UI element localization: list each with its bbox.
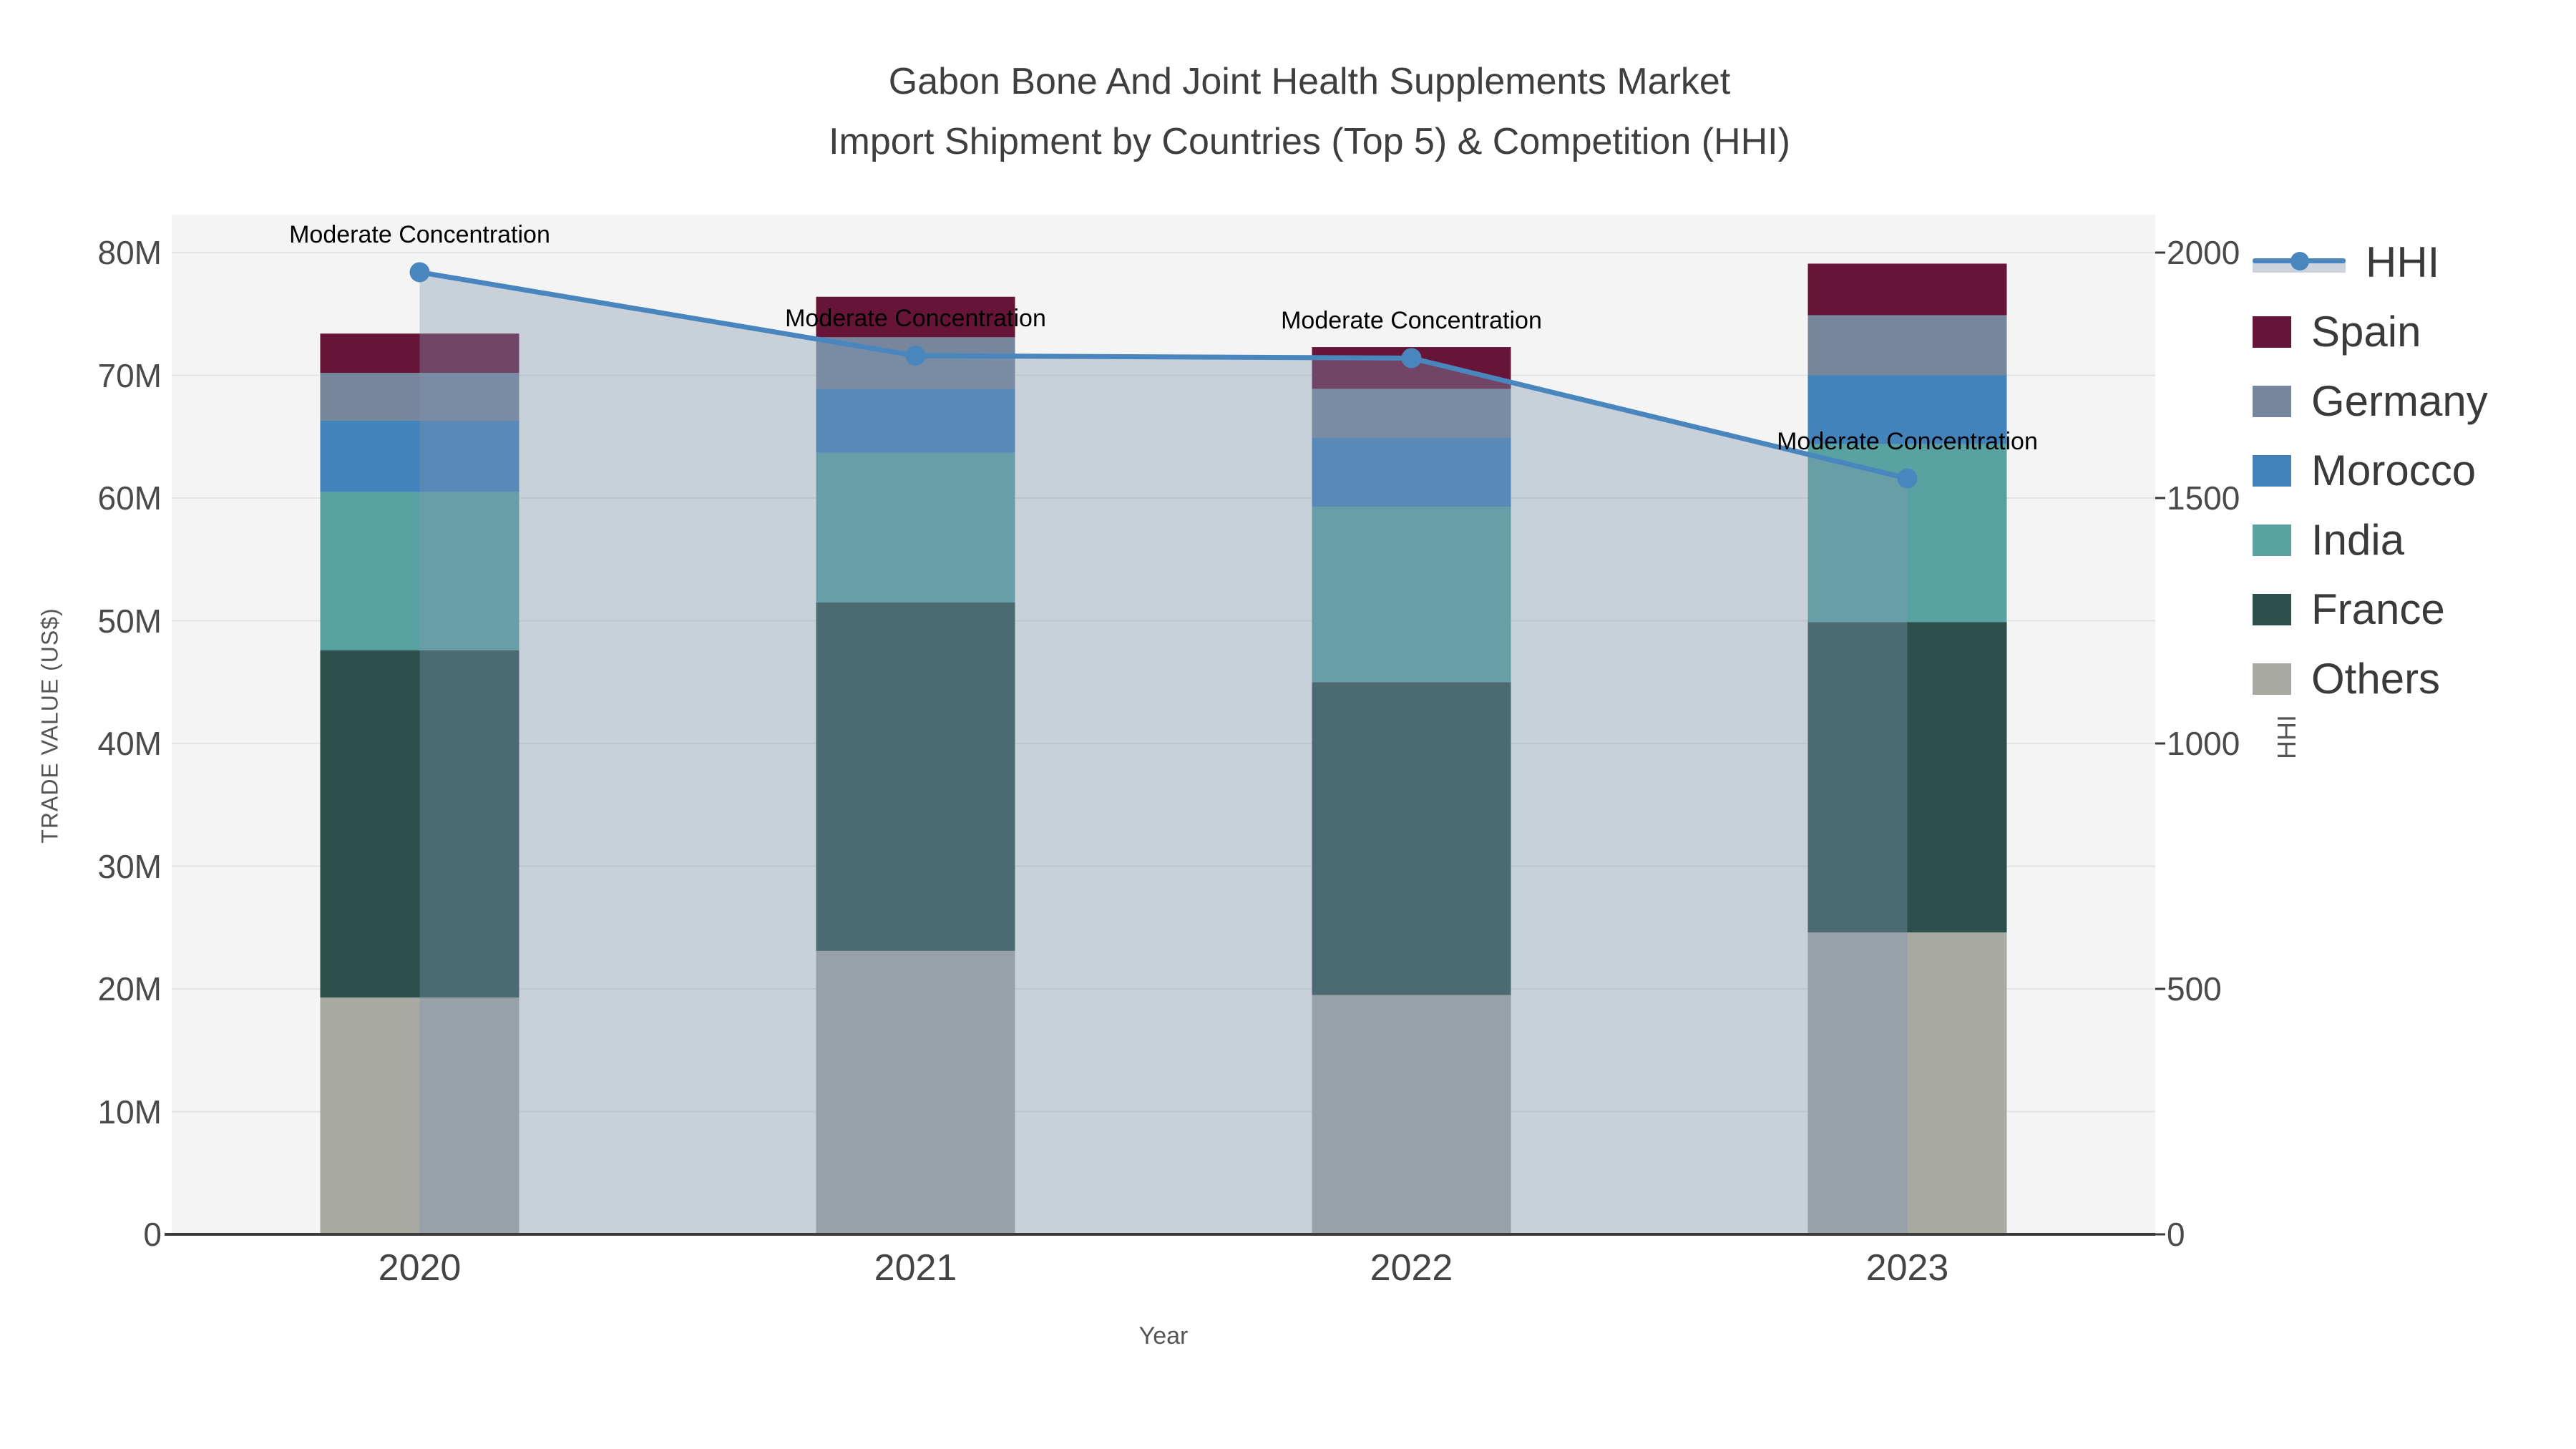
legend-label-morocco: Morocco [2311,447,2477,494]
legend-label-india: India [2311,516,2405,564]
legend-item-germany[interactable]: Germany [2253,366,2488,436]
bar-segment-india-2020[interactable] [320,492,519,650]
hhi-marker-2022[interactable] [1401,348,1422,369]
bar-segment-morocco-2022[interactable] [1312,437,1511,507]
bar-segment-spain-2023[interactable] [1807,263,2007,316]
hhi-line [419,269,1908,481]
bar-segment-morocco-2021[interactable] [816,389,1015,453]
bar-segment-india-2021[interactable] [816,452,1015,602]
legend-swatch-france [2253,593,2291,625]
y-right-axis-title: HHI [2272,715,2301,759]
hhi-marker-2023[interactable] [1897,468,1918,489]
bar-segment-others-2021[interactable] [816,950,1015,1234]
legend-swatch-india [2253,524,2291,556]
legend-swatch-morocco [2253,454,2291,487]
bar-segment-morocco-2020[interactable] [320,420,519,492]
chart-title: Gabon Bone And Joint Health Supplements … [236,52,2383,172]
bar-segment-france-2022[interactable] [1312,682,1511,995]
legend-item-spain[interactable]: Spain [2253,297,2488,366]
legend: HHI Spain Germany Morocco India France Others [2253,228,2488,713]
bar-segment-germany-2023[interactable] [1807,315,2007,376]
bar-segment-others-2022[interactable] [1312,995,1511,1234]
legend-item-france[interactable]: France [2253,575,2488,644]
bar-segment-spain-2021[interactable] [816,296,1015,338]
hhi-marker-2020[interactable] [409,262,430,283]
bar-segment-france-2020[interactable] [320,650,519,998]
legend-label-france: France [2311,585,2445,633]
bar-segment-france-2021[interactable] [816,602,1015,951]
x-axis-title: Year [1138,1322,1189,1350]
legend-item-india[interactable]: India [2253,505,2488,575]
chart-title-line1: Gabon Bone And Joint Health Supplements … [888,61,1731,102]
legend-line-dot [2290,251,2309,270]
bar-segment-others-2023[interactable] [1807,932,2007,1234]
legend-label-spain: Spain [2311,308,2421,356]
legend-item-morocco[interactable]: Morocco [2253,436,2488,505]
hhi-area-fill [419,272,1908,1235]
bar-segment-france-2023[interactable] [1807,622,2007,933]
bar-segment-india-2022[interactable] [1312,507,1511,683]
bar-segment-germany-2022[interactable] [1312,389,1511,438]
legend-swatch-others [2253,663,2291,695]
bar-segment-others-2020[interactable] [320,997,519,1234]
hhi-line-swatch-icon [2253,247,2346,278]
chart-title-line2: Import Shipment by Countries (Top 5) & C… [829,121,1790,162]
legend-label-hhi: HHI [2366,238,2440,286]
legend-item-others[interactable]: Others [2253,644,2488,713]
bar-segment-germany-2020[interactable] [320,373,519,421]
y-left-axis-title: TRADE VALUE (US$) [36,608,63,844]
legend-swatch-germany [2253,385,2291,417]
hhi-marker-2021[interactable] [905,346,926,366]
legend-item-hhi[interactable]: HHI [2253,228,2488,297]
legend-swatch-spain [2253,316,2291,348]
bar-segment-morocco-2023[interactable] [1807,375,2007,444]
legend-label-germany: Germany [2311,377,2488,425]
bar-segment-spain-2020[interactable] [320,333,519,374]
legend-label-others: Others [2311,655,2441,703]
